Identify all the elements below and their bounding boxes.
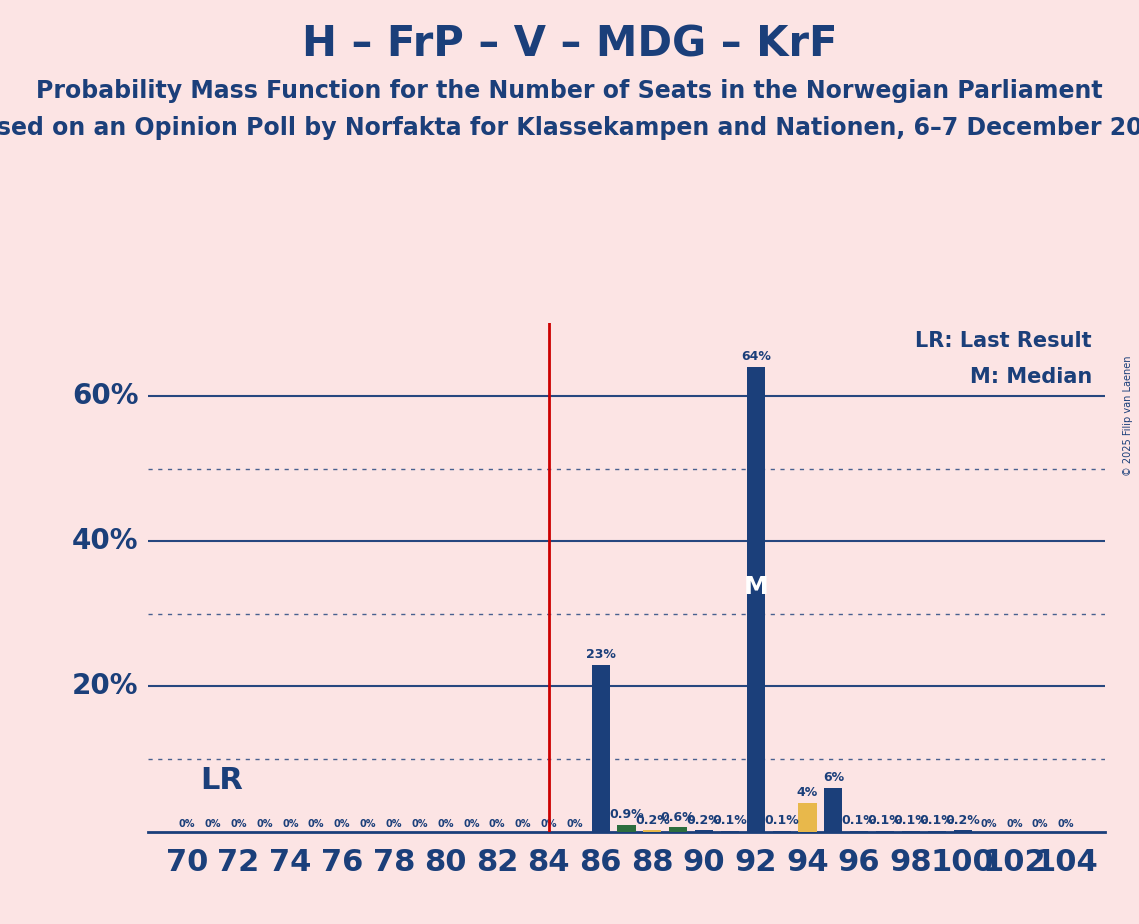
Text: 0.2%: 0.2% bbox=[634, 813, 670, 826]
Text: 0%: 0% bbox=[360, 820, 376, 830]
Bar bbox=[591, 664, 609, 832]
Text: Based on an Opinion Poll by Norfakta for Klassekampen and Nationen, 6–7 December: Based on an Opinion Poll by Norfakta for… bbox=[0, 116, 1139, 140]
Text: 0%: 0% bbox=[566, 820, 583, 830]
Bar bbox=[695, 830, 713, 832]
Text: 0.6%: 0.6% bbox=[661, 810, 696, 823]
Text: 0%: 0% bbox=[437, 820, 453, 830]
Bar bbox=[669, 827, 687, 832]
Text: 0%: 0% bbox=[541, 820, 557, 830]
Text: M: M bbox=[744, 576, 768, 600]
Bar bbox=[747, 367, 764, 832]
Bar bbox=[953, 830, 972, 832]
Text: 0%: 0% bbox=[411, 820, 428, 830]
Text: 0%: 0% bbox=[515, 820, 531, 830]
Text: 20%: 20% bbox=[72, 673, 139, 700]
Text: 0.2%: 0.2% bbox=[945, 813, 980, 826]
Text: 0%: 0% bbox=[1006, 820, 1023, 830]
Text: 0.1%: 0.1% bbox=[919, 814, 954, 827]
Text: 0%: 0% bbox=[385, 820, 402, 830]
Text: 0.1%: 0.1% bbox=[868, 814, 902, 827]
Text: 0.9%: 0.9% bbox=[609, 808, 644, 821]
Text: Probability Mass Function for the Number of Seats in the Norwegian Parliament: Probability Mass Function for the Number… bbox=[36, 79, 1103, 103]
Text: 0%: 0% bbox=[205, 820, 221, 830]
Text: 0%: 0% bbox=[1058, 820, 1074, 830]
Text: 0.1%: 0.1% bbox=[893, 814, 928, 827]
Text: © 2025 Filip van Laenen: © 2025 Filip van Laenen bbox=[1123, 356, 1133, 476]
Bar bbox=[644, 830, 662, 832]
Text: 0.1%: 0.1% bbox=[842, 814, 877, 827]
Text: 0%: 0% bbox=[981, 820, 997, 830]
Text: 0.1%: 0.1% bbox=[713, 814, 747, 827]
Text: LR: LR bbox=[199, 766, 243, 796]
Text: 0%: 0% bbox=[230, 820, 247, 830]
Bar bbox=[798, 803, 817, 832]
Text: 4%: 4% bbox=[797, 786, 818, 799]
Text: LR: Last Result: LR: Last Result bbox=[916, 331, 1092, 351]
Bar bbox=[825, 788, 843, 832]
Text: 60%: 60% bbox=[72, 382, 139, 410]
Text: 0%: 0% bbox=[1032, 820, 1048, 830]
Text: M: Median: M: Median bbox=[969, 367, 1092, 387]
Text: 0.2%: 0.2% bbox=[687, 813, 721, 826]
Text: 0%: 0% bbox=[489, 820, 506, 830]
Text: 0%: 0% bbox=[179, 820, 195, 830]
Bar bbox=[617, 825, 636, 832]
Text: 23%: 23% bbox=[585, 648, 615, 661]
Text: 64%: 64% bbox=[740, 350, 771, 363]
Text: 0%: 0% bbox=[334, 820, 351, 830]
Text: 0.1%: 0.1% bbox=[764, 814, 798, 827]
Text: 40%: 40% bbox=[72, 528, 139, 555]
Text: 0%: 0% bbox=[308, 820, 325, 830]
Text: 0%: 0% bbox=[464, 820, 480, 830]
Text: H – FrP – V – MDG – KrF: H – FrP – V – MDG – KrF bbox=[302, 23, 837, 65]
Text: 6%: 6% bbox=[822, 772, 844, 784]
Text: 0%: 0% bbox=[256, 820, 272, 830]
Text: 0%: 0% bbox=[282, 820, 298, 830]
